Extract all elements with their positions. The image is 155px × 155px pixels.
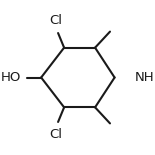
Text: Cl: Cl: [49, 14, 62, 27]
Text: HO: HO: [0, 71, 21, 84]
Text: Cl: Cl: [49, 128, 62, 141]
Text: NH: NH: [135, 71, 155, 84]
